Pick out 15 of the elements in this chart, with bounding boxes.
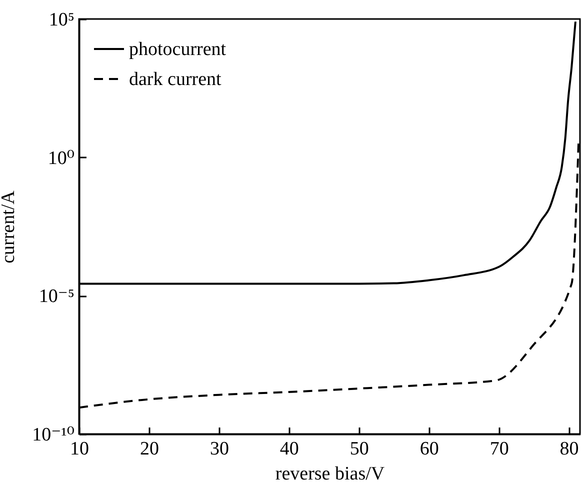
- y-axis-title: current/A: [0, 190, 20, 264]
- legend-label: photocurrent: [129, 39, 227, 60]
- x-tick-label: 10: [70, 438, 89, 460]
- y-tick-label: 10⁰: [48, 148, 75, 169]
- x-axis-title: reverse bias/V: [275, 464, 385, 484]
- x-tick-label: 80: [560, 438, 579, 460]
- x-tick-label: 40: [280, 438, 299, 460]
- x-tick-label: 50: [350, 438, 369, 460]
- x-tick-label: 20: [140, 438, 159, 460]
- x-tick-label: 30: [210, 438, 229, 460]
- legend-label: dark current: [129, 69, 222, 90]
- y-tick-label: 10⁵: [48, 10, 74, 30]
- y-tick-label: 10⁻⁵: [38, 286, 74, 308]
- x-tick-label: 60: [420, 438, 439, 460]
- x-tick-label: 70: [490, 438, 509, 460]
